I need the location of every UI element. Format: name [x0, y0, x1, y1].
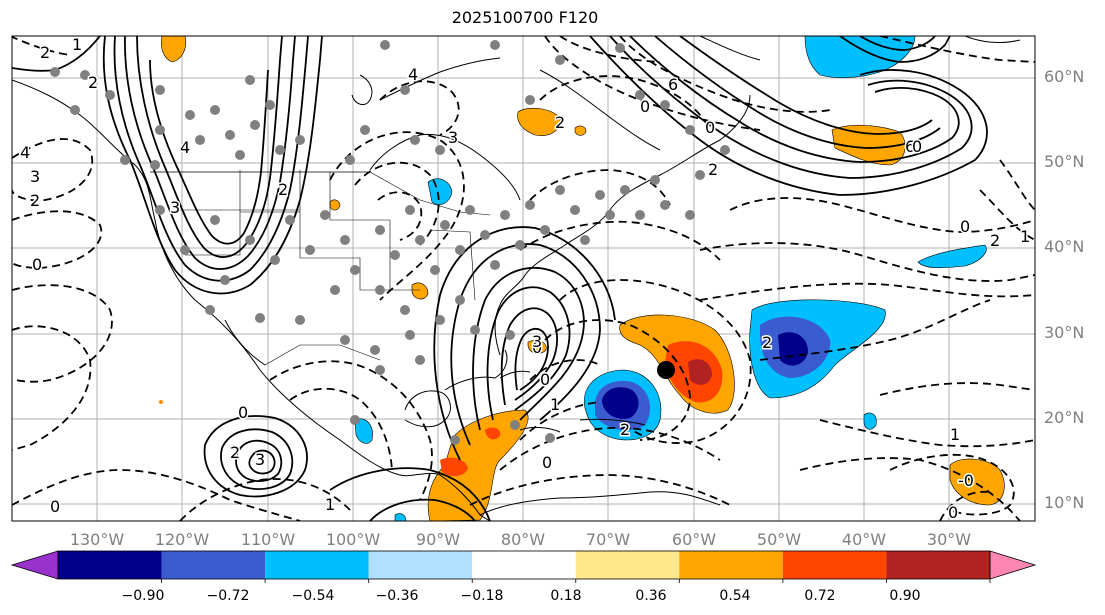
colorbar-segment [58, 551, 162, 579]
lon-label: 120°W [154, 530, 210, 549]
contour-label: 4 [20, 143, 30, 162]
lat-label: 30°N [1044, 323, 1085, 342]
colorbar-segment [782, 551, 887, 579]
colorbar-tick-label: 0.90 [889, 588, 921, 604]
contour-label: 0 [540, 370, 550, 389]
anomaly-shading [161, 36, 1005, 521]
colorbar-tick-label: −0.36 [375, 588, 419, 604]
lon-label: 90°W [415, 530, 461, 549]
contour-label: 2 [990, 231, 1000, 250]
contour-label: 3 [170, 198, 180, 217]
colorbar-tick-label: 0.54 [719, 588, 751, 604]
map-title: 2025100700 F120 [451, 8, 599, 27]
colorbar-segment [472, 551, 576, 579]
contour-label: 3 [255, 450, 265, 469]
contour-label: 0 [912, 137, 922, 156]
contour-label: 0 [948, 503, 958, 522]
contour-label: 0 [705, 118, 715, 137]
lon-label: 100°W [325, 530, 381, 549]
colorbar-tick-label: 0.18 [550, 588, 582, 604]
contour-label: 0 [542, 453, 552, 472]
lon-label: 70°W [585, 530, 631, 549]
station-dots [50, 40, 730, 445]
contour-label: 2 [620, 420, 630, 439]
colorbar-segment [886, 551, 990, 579]
positive-contours [12, 36, 988, 521]
contour-label: 3 [30, 167, 40, 186]
contour-label: 6 [668, 75, 678, 94]
lon-label: 40°W [841, 530, 887, 549]
contour-label: 1 [325, 495, 335, 514]
contour-label: 2 [30, 191, 40, 210]
lon-label: 130°W [69, 530, 125, 549]
contour-label: 4 [180, 138, 190, 157]
contour-label: 0 [532, 338, 542, 357]
contour-label: 2 [278, 180, 288, 199]
contour-label: 0 [238, 403, 248, 422]
contour-label: 2 [88, 73, 98, 92]
coastlines [12, 36, 1021, 521]
map-frame [11, 35, 1036, 522]
lat-label: 40°N [1044, 237, 1085, 256]
contour-label: 1 [950, 425, 960, 444]
storm-center-marker [657, 361, 675, 379]
contour-label: 2 [40, 43, 50, 62]
contour-label: 0 [50, 497, 60, 516]
contour-label: -0 [958, 471, 974, 490]
colorbar-tick-label: −0.54 [291, 588, 335, 604]
colorbar-frame [57, 550, 991, 580]
colorbar-tick-label: −0.18 [460, 588, 504, 604]
contour-label: 0 [32, 255, 42, 274]
lat-label: 10°N [1044, 493, 1085, 512]
contour-label: 0 [640, 97, 650, 116]
negative-contours [12, 36, 1035, 521]
contour-label: 2 [230, 443, 240, 462]
contour-label: 1 [1020, 227, 1030, 246]
colorbar-segment [368, 551, 473, 579]
contour-label: 6 [905, 137, 915, 156]
colorbar-segment [265, 551, 369, 579]
lon-label: 50°W [756, 530, 802, 549]
colorbar-segment [161, 551, 266, 579]
lat-label: 60°N [1044, 67, 1085, 86]
lat-label: 20°N [1044, 408, 1085, 427]
contour-label: 0 [960, 217, 970, 236]
colorbar-tick-label: −0.90 [121, 588, 165, 604]
contour-label: 2 [555, 113, 565, 132]
contour-label: 3 [532, 332, 542, 351]
lon-label: 80°W [500, 530, 546, 549]
contour-label: 1 [550, 395, 560, 414]
colorbar-segment [679, 551, 783, 579]
colorbar-tick-label: 0.36 [635, 588, 667, 604]
colorbar-extend-high [989, 550, 1037, 580]
colorbar-segment [575, 551, 680, 579]
colorbar-tick-label: −0.72 [206, 588, 250, 604]
lat-label: 50°N [1044, 152, 1085, 171]
contour-label: 2 [762, 333, 772, 352]
colorbar [10, 550, 1037, 583]
lon-label: 30°W [926, 530, 972, 549]
contour-label: 3 [448, 128, 458, 147]
lon-label: 110°W [240, 530, 296, 549]
contour-label: 1 [72, 35, 82, 54]
small-anomaly-dot [159, 400, 163, 404]
contour-label: 2 [708, 160, 718, 179]
contour-label: 4 [408, 65, 418, 84]
colorbar-tick-label: 0.72 [804, 588, 836, 604]
colorbar-extend-low [10, 550, 59, 580]
lon-label: 60°W [671, 530, 717, 549]
contour-labels: 2 1 2 4 3 2 0 4 3 2 3 4 2 0 6 0 2 0 3 0 … [19, 35, 1032, 522]
